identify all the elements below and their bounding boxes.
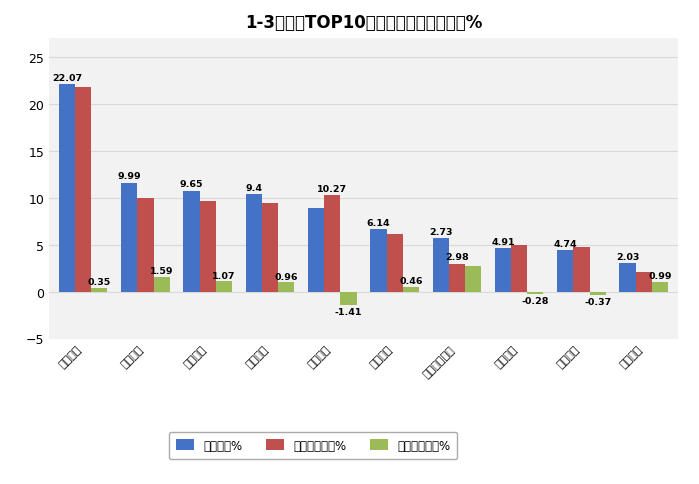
Bar <box>387 234 403 292</box>
Legend: 市场份额%, 去年同期份额%, 份额同比增减%: 市场份额%, 去年同期份额%, 份额同比增减% <box>169 432 457 459</box>
Bar <box>75 88 92 292</box>
Text: 1.59: 1.59 <box>150 266 173 275</box>
Text: 0.35: 0.35 <box>88 278 111 287</box>
Bar <box>557 251 573 292</box>
Bar <box>465 266 481 292</box>
Bar <box>433 238 449 292</box>
Bar <box>340 292 356 305</box>
Bar <box>652 283 668 292</box>
Text: 4.74: 4.74 <box>554 240 577 249</box>
Bar <box>324 196 340 292</box>
Bar <box>511 246 527 292</box>
Text: 0.99: 0.99 <box>648 272 672 281</box>
Bar <box>527 292 544 295</box>
Text: 2.73: 2.73 <box>429 227 452 236</box>
Bar <box>449 264 465 292</box>
Bar <box>573 247 589 292</box>
Bar <box>200 201 216 292</box>
Title: 1-3月轻卡TOP10市场占比及其同比增减%: 1-3月轻卡TOP10市场占比及其同比增减% <box>245 14 482 31</box>
Text: -0.28: -0.28 <box>521 297 549 306</box>
Text: 9.99: 9.99 <box>117 172 141 181</box>
Bar <box>619 264 635 292</box>
Bar <box>262 204 278 292</box>
Bar <box>183 191 200 292</box>
Bar <box>403 287 419 292</box>
Bar <box>246 195 262 292</box>
Bar <box>370 230 387 292</box>
Text: 2.98: 2.98 <box>445 253 469 262</box>
Bar <box>92 288 108 292</box>
Bar <box>121 183 138 292</box>
Text: 2.03: 2.03 <box>616 252 640 261</box>
Text: 0.46: 0.46 <box>399 277 423 286</box>
Bar <box>495 248 511 292</box>
Bar <box>59 85 75 292</box>
Text: 1.07: 1.07 <box>212 271 236 280</box>
Bar <box>635 273 652 292</box>
Bar <box>138 198 154 292</box>
Text: 9.65: 9.65 <box>180 180 203 189</box>
Bar <box>278 283 294 292</box>
Text: -0.37: -0.37 <box>584 298 612 307</box>
Text: 22.07: 22.07 <box>52 74 82 83</box>
Text: 0.96: 0.96 <box>275 272 298 281</box>
Bar <box>154 277 170 292</box>
Bar <box>308 209 324 292</box>
Bar <box>216 282 232 292</box>
Text: -1.41: -1.41 <box>335 307 362 317</box>
Text: 9.4: 9.4 <box>245 183 262 193</box>
Bar <box>589 292 606 295</box>
Text: 6.14: 6.14 <box>366 219 390 227</box>
Text: 10.27: 10.27 <box>317 184 347 193</box>
Text: 4.91: 4.91 <box>491 237 515 246</box>
